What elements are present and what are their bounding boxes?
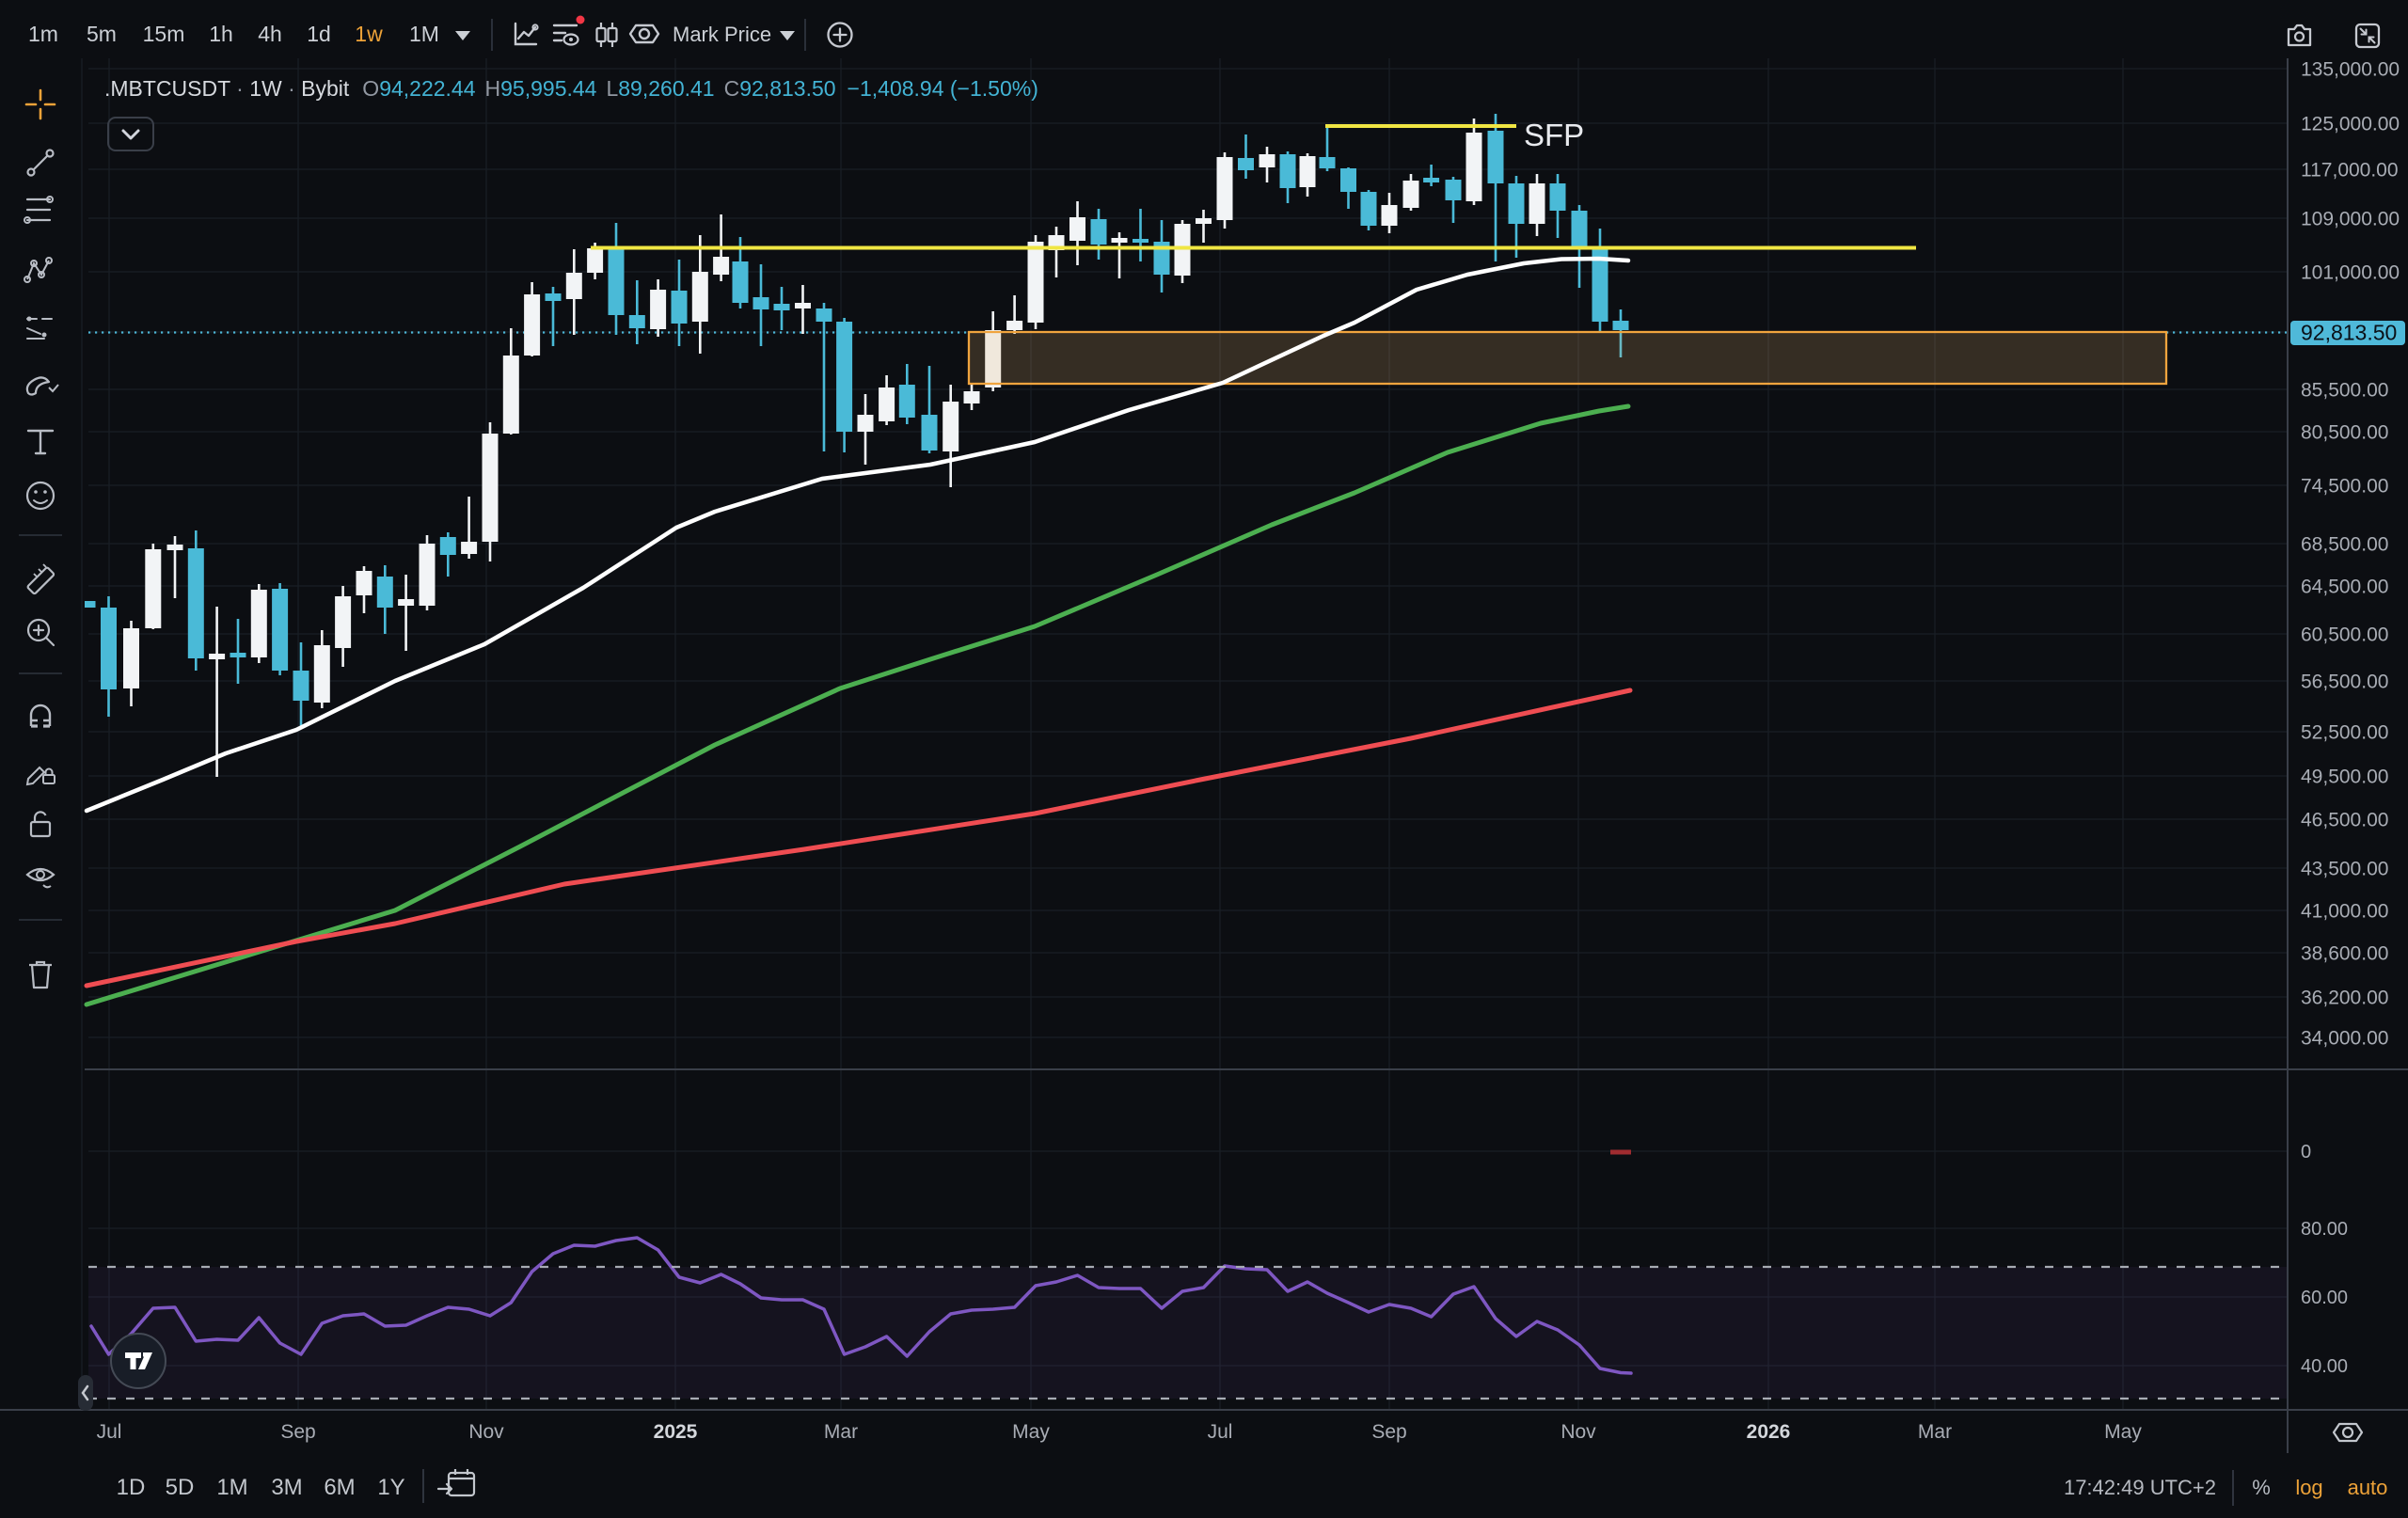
svg-text:1d: 1d (307, 22, 331, 46)
svg-text:92,813.50: 92,813.50 (2301, 321, 2397, 345)
svg-text:1D: 1D (117, 1475, 146, 1500)
svg-text:46,500.00: 46,500.00 (2301, 810, 2388, 831)
svg-text:56,500.00: 56,500.00 (2301, 672, 2388, 693)
svg-text:3M: 3M (271, 1475, 302, 1500)
svg-text:Mar: Mar (824, 1421, 858, 1443)
svg-text:1w: 1w (355, 22, 383, 46)
svg-text:1h: 1h (209, 22, 233, 46)
svg-text:2026: 2026 (1747, 1421, 1791, 1443)
svg-text:41,000.00: 41,000.00 (2301, 901, 2388, 923)
svg-text:6M: 6M (324, 1475, 355, 1500)
svg-text:1m: 1m (28, 22, 58, 46)
svg-text:0: 0 (2301, 1142, 2311, 1162)
svg-text:May: May (1012, 1421, 1050, 1443)
svg-text:May: May (2104, 1421, 2142, 1443)
svg-text:52,500.00: 52,500.00 (2301, 722, 2388, 744)
svg-text:Mark Price: Mark Price (673, 23, 771, 46)
svg-text:49,500.00: 49,500.00 (2301, 767, 2388, 788)
svg-text:Mar: Mar (1918, 1421, 1952, 1443)
svg-text:38,600.00: 38,600.00 (2301, 943, 2388, 965)
svg-text:4h: 4h (258, 22, 282, 46)
svg-text:Jul: Jul (1208, 1421, 1233, 1443)
svg-text:5m: 5m (87, 22, 117, 46)
svg-text:5D: 5D (166, 1475, 195, 1500)
svg-text:64,500.00: 64,500.00 (2301, 577, 2388, 598)
svg-text:SFP: SFP (1524, 118, 1584, 152)
svg-text:135,000.00: 135,000.00 (2301, 59, 2400, 81)
svg-text:15m: 15m (143, 22, 185, 46)
svg-text:36,200.00: 36,200.00 (2301, 988, 2388, 1009)
svg-text:80.00: 80.00 (2301, 1219, 2348, 1240)
svg-text:17:42:49 UTC+2: 17:42:49 UTC+2 (2064, 1476, 2216, 1499)
svg-text:125,000.00: 125,000.00 (2301, 114, 2400, 135)
svg-text:60.00: 60.00 (2301, 1288, 2348, 1308)
svg-text:2025: 2025 (654, 1421, 698, 1443)
svg-text:log: log (2295, 1476, 2322, 1499)
svg-text:Nov: Nov (468, 1421, 504, 1443)
svg-text:Jul: Jul (97, 1421, 122, 1443)
svg-text:43,500.00: 43,500.00 (2301, 859, 2388, 880)
svg-text:60,500.00: 60,500.00 (2301, 625, 2388, 646)
svg-text:68,500.00: 68,500.00 (2301, 534, 2388, 556)
svg-text:34,000.00: 34,000.00 (2301, 1028, 2388, 1050)
svg-text:109,000.00: 109,000.00 (2301, 209, 2400, 230)
svg-text:80,500.00: 80,500.00 (2301, 422, 2388, 444)
svg-text:Sep: Sep (1371, 1421, 1406, 1443)
svg-text:%: % (2252, 1476, 2271, 1499)
svg-text:117,000.00: 117,000.00 (2301, 160, 2399, 182)
svg-text:Sep: Sep (280, 1421, 315, 1443)
svg-text:auto: auto (2348, 1476, 2388, 1499)
svg-text:Nov: Nov (1560, 1421, 1596, 1443)
svg-text:1M: 1M (409, 22, 439, 46)
svg-text:74,500.00: 74,500.00 (2301, 476, 2388, 498)
svg-text:40.00: 40.00 (2301, 1356, 2348, 1377)
svg-text:85,500.00: 85,500.00 (2301, 380, 2388, 402)
svg-text:1M: 1M (216, 1475, 247, 1500)
svg-text:1Y: 1Y (377, 1475, 404, 1500)
svg-text:101,000.00: 101,000.00 (2301, 262, 2400, 284)
